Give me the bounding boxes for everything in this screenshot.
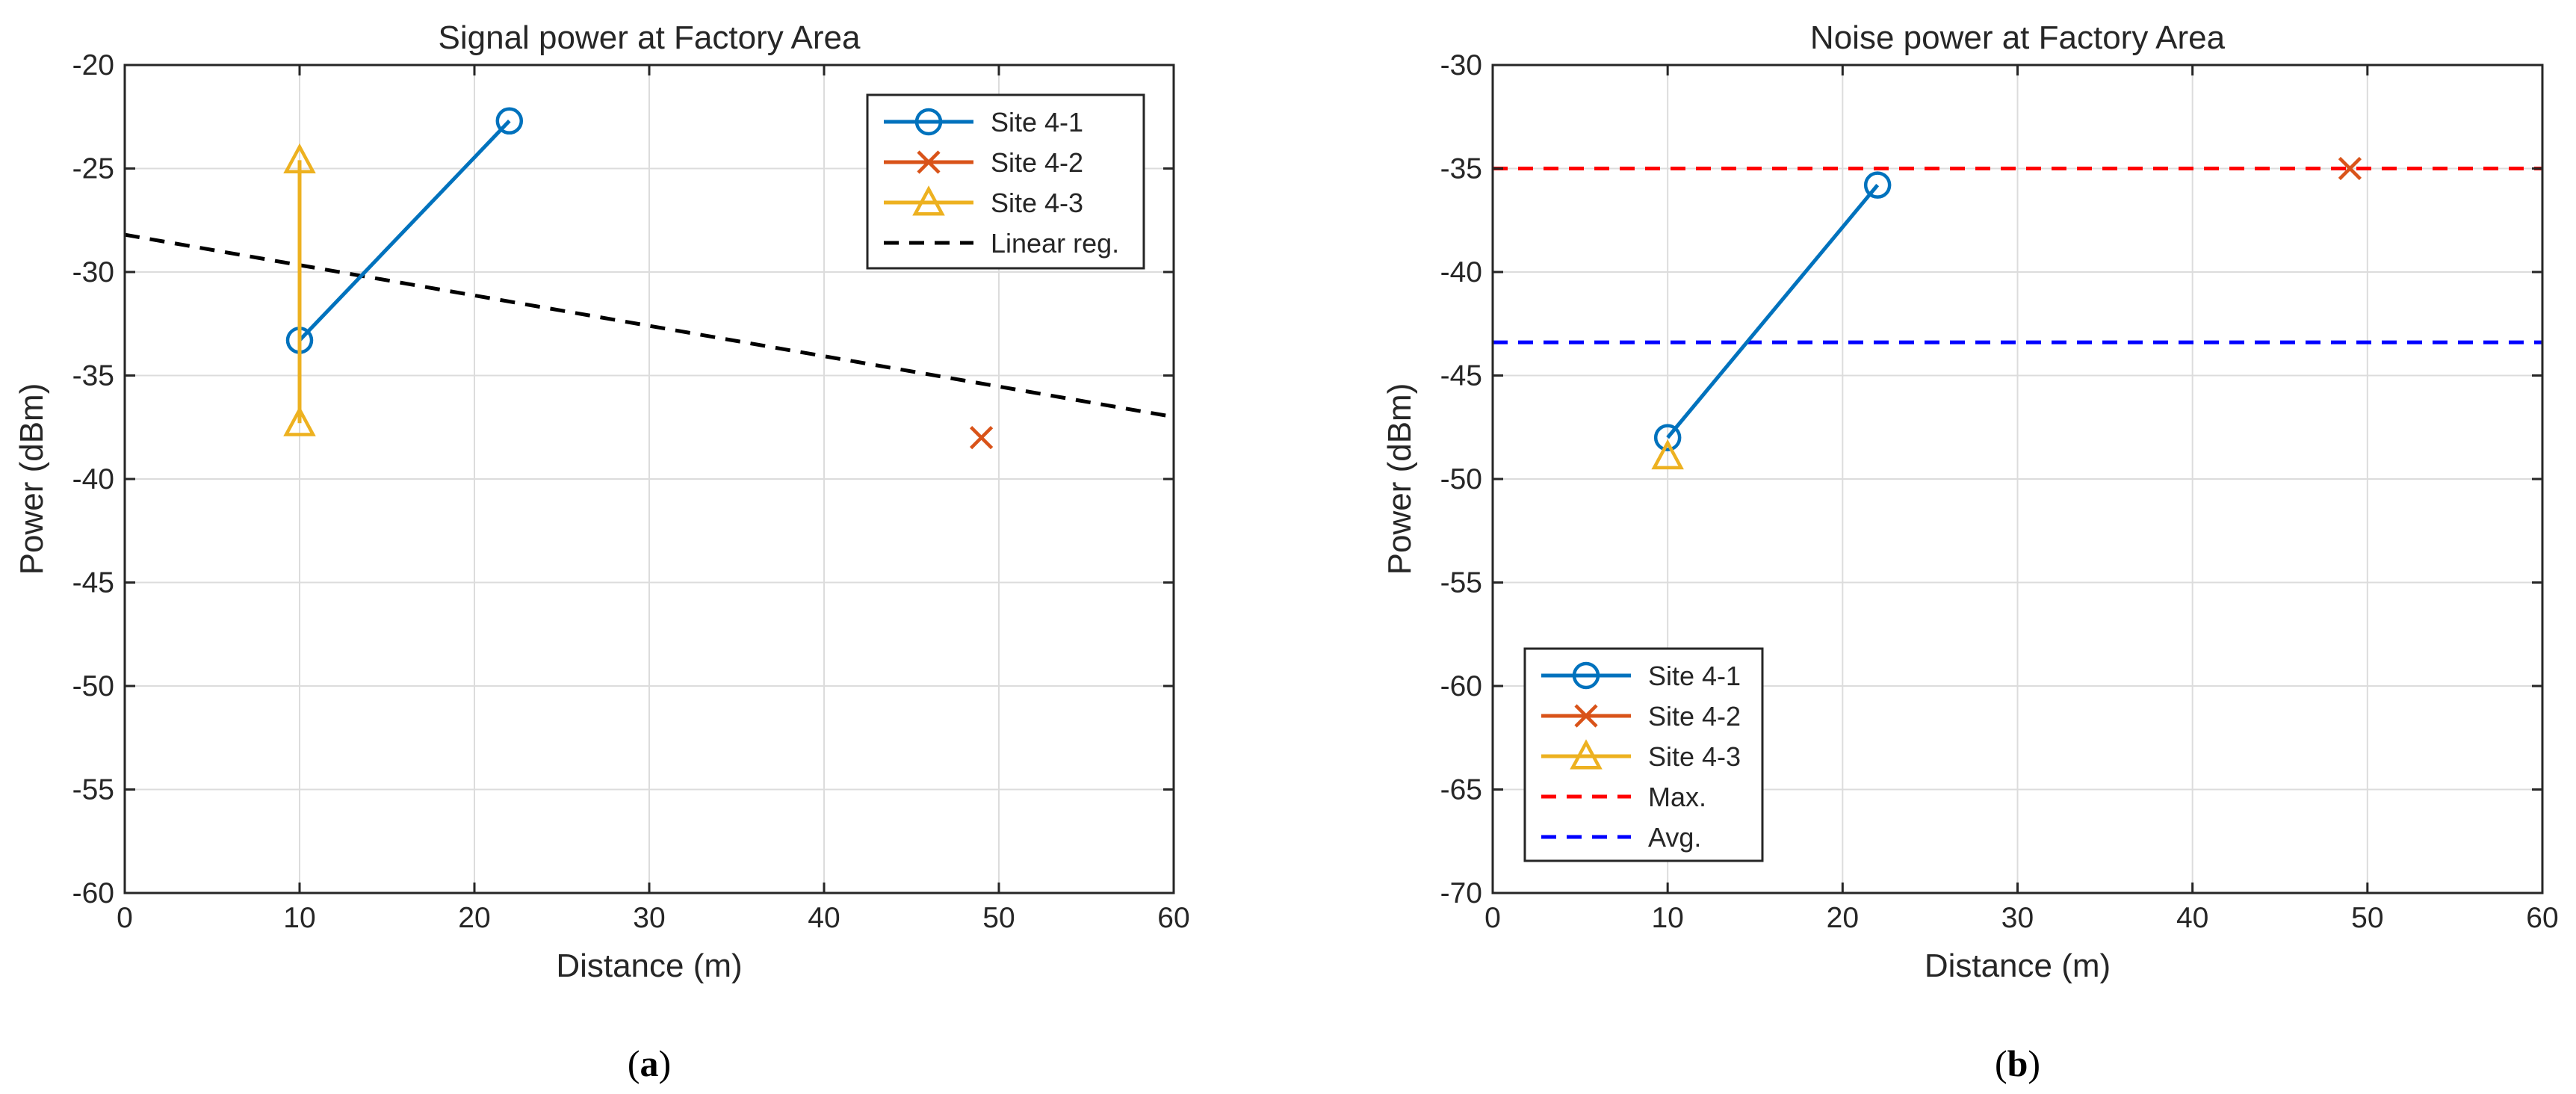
noise-legend-marker-site-4-3 [1570,739,1603,770]
noise-y-tick-label: -65 [1440,774,1482,806]
noise-point-site-4-1 [1653,424,1682,451]
noise-legend-marker-site-4-1 [1572,661,1600,690]
signal-legend: Site 4-1 Site 4-2 Site 4-3 Linear reg. [866,93,1145,270]
signal-panel-caption: (a) [628,1042,671,1084]
noise-legend-label-site-4-3: Site 4-3 [1648,741,1741,772]
noise-y-tick-label: -70 [1440,877,1482,909]
noise-legend-label-avg: Avg. [1648,822,1701,853]
signal-x-tick-label: 10 [283,902,315,934]
noise-y-tick-label: -40 [1440,256,1482,288]
signal-point-site-4-1 [495,107,524,135]
signal-y-axis-label: Power (dBm) [13,383,50,575]
noise-x-tick-label: 10 [1651,902,1683,934]
signal-x-tick-label: 50 [982,902,1015,934]
noise-series-line-site-4-1 [1666,184,1880,439]
signal-legend-marker-site-4-1 [914,108,943,136]
noise-x-tick-label: 40 [2176,902,2208,934]
signal-legend-marker-site-4-2 [917,150,941,174]
signal-x-tick-label: 20 [458,902,490,934]
signal-y-tick-label: -60 [72,877,114,909]
noise-legend-marker-site-4-2 [1574,704,1598,728]
signal-x-tick-label: 60 [1157,902,1189,934]
noise-y-tick-label: -35 [1440,153,1482,185]
noise-x-axis-label: Distance (m) [1925,948,2111,984]
signal-x-tick-label: 0 [117,902,133,934]
signal-data-layer [125,107,1174,450]
signal-x-axis-label: Distance (m) [556,948,742,984]
signal-point-site-4-2 [970,426,994,450]
noise-y-axis-label: Power (dBm) [1381,383,1418,575]
noise-x-tick-label: 50 [2351,902,2383,934]
panel-signal-power: 0 10 20 30 40 50 60 -20 -25 -30 -35 -40 -45 -50 -55 -60… [13,19,1190,1084]
noise-chart-title: Noise power at Factory Area [1810,19,2226,56]
signal-y-tick-label: -55 [72,774,114,806]
signal-legend-box [866,93,1145,270]
panel-noise-power: 0 10 20 30 40 50 60 -30 -35 -40 -45 -50 -55 -60 -65 -70… [1381,19,2559,1084]
signal-legend-label-linear-reg: Linear reg. [991,228,1119,259]
noise-legend-label-max: Max. [1648,782,1706,812]
noise-x-tick-label: 0 [1484,902,1501,934]
noise-y-tick-label: -45 [1440,360,1482,392]
signal-legend-marker-site-4-3 [912,185,945,216]
noise-x-tick-label: 60 [2526,902,2558,934]
noise-data-layer [1493,156,2542,470]
signal-y-tick-label: -50 [72,670,114,702]
signal-legend-label-site-4-2: Site 4-2 [991,147,1083,178]
noise-y-tick-label: -60 [1440,670,1482,702]
signal-legend-label-site-4-1: Site 4-1 [991,107,1083,137]
signal-chart-title: Signal power at Factory Area [439,19,861,56]
signal-y-tick-label: -40 [72,463,114,495]
noise-legend-label-site-4-1: Site 4-1 [1648,661,1741,691]
signal-y-tick-label: -25 [72,153,114,185]
signal-y-tick-label: -35 [72,360,114,392]
noise-legend-label-site-4-2: Site 4-2 [1648,701,1741,732]
signal-x-tick-label: 30 [633,902,665,934]
noise-point-site-4-1 [1863,171,1892,199]
signal-y-tick-label: -30 [72,256,114,288]
noise-y-tick-label: -30 [1440,49,1482,81]
signal-legend-label-site-4-3: Site 4-3 [991,188,1083,218]
noise-point-site-4-3 [1651,439,1684,470]
noise-x-tick-label: 30 [2001,902,2034,934]
signal-y-tick-label: -45 [72,567,114,599]
noise-legend: Site 4-1 Site 4-2 Site 4-3 Max. Avg. [1523,647,1764,862]
signal-point-site-4-3 [283,143,316,173]
noise-point-site-4-2 [2338,156,2362,181]
signal-point-site-4-3 [283,406,316,436]
noise-panel-caption: (b) [1995,1042,2040,1084]
signal-series-line-site-4-1 [298,120,511,342]
noise-y-tick-label: -55 [1440,567,1482,599]
noise-y-tick-label: -50 [1440,463,1482,495]
signal-x-tick-label: 40 [808,902,840,934]
signal-y-tick-label: -20 [72,49,114,81]
noise-x-tick-label: 20 [1827,902,1859,934]
